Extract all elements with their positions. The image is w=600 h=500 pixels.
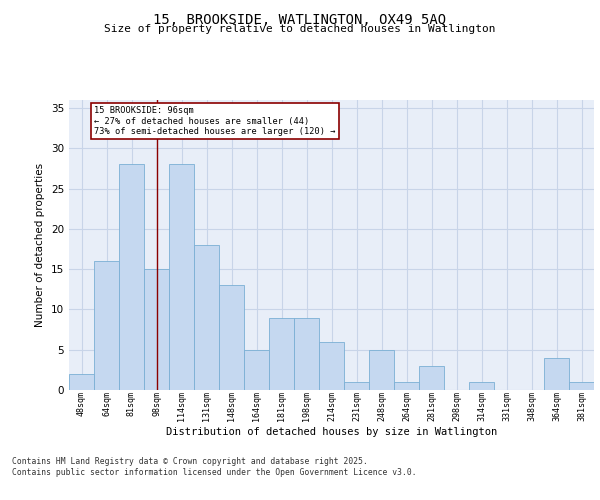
Bar	[169, 164, 194, 390]
Bar	[319, 342, 344, 390]
X-axis label: Distribution of detached houses by size in Watlington: Distribution of detached houses by size …	[166, 427, 497, 437]
Text: 15, BROOKSIDE, WATLINGTON, OX49 5AQ: 15, BROOKSIDE, WATLINGTON, OX49 5AQ	[154, 12, 446, 26]
Bar	[194, 245, 219, 390]
Bar	[469, 382, 494, 390]
Bar	[344, 382, 369, 390]
Bar	[94, 261, 119, 390]
Bar	[69, 374, 94, 390]
Bar	[219, 286, 244, 390]
Bar	[544, 358, 569, 390]
Bar	[369, 350, 394, 390]
Text: Size of property relative to detached houses in Watlington: Size of property relative to detached ho…	[104, 24, 496, 34]
Bar	[269, 318, 294, 390]
Bar	[569, 382, 594, 390]
Bar	[294, 318, 319, 390]
Bar	[419, 366, 444, 390]
Y-axis label: Number of detached properties: Number of detached properties	[35, 163, 46, 327]
Bar	[394, 382, 419, 390]
Text: Contains HM Land Registry data © Crown copyright and database right 2025.
Contai: Contains HM Land Registry data © Crown c…	[12, 458, 416, 477]
Text: 15 BROOKSIDE: 96sqm
← 27% of detached houses are smaller (44)
73% of semi-detach: 15 BROOKSIDE: 96sqm ← 27% of detached ho…	[94, 106, 335, 136]
Bar	[244, 350, 269, 390]
Bar	[119, 164, 144, 390]
Bar	[144, 269, 169, 390]
